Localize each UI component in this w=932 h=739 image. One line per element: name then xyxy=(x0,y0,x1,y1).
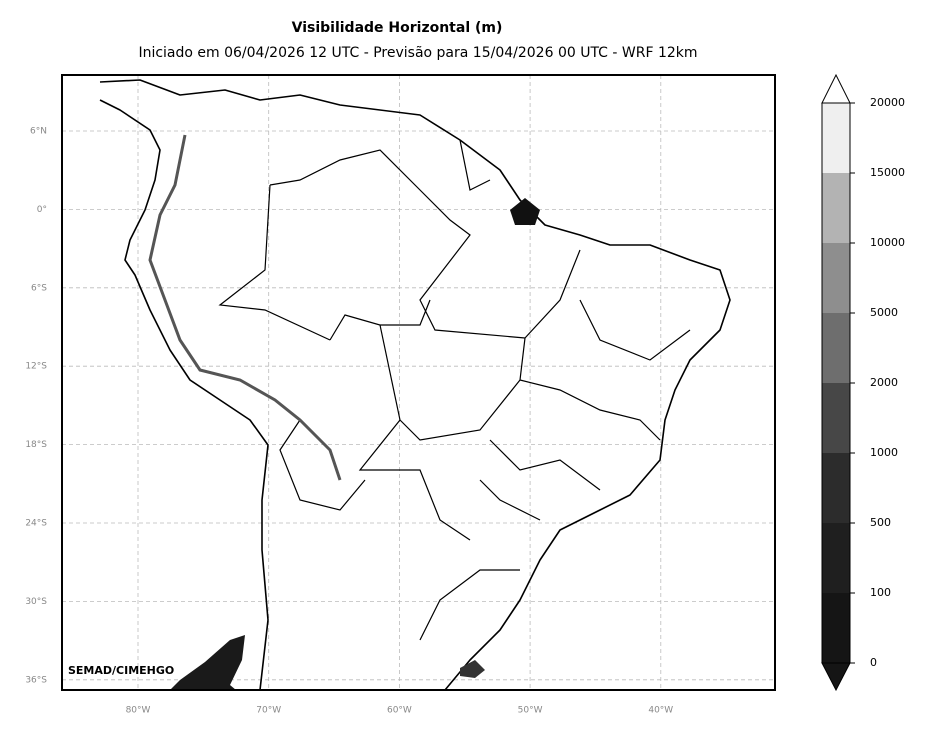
colorbar-tick-label: 5000 xyxy=(870,306,898,319)
lon-label: 40°W xyxy=(648,706,673,716)
fog-andes xyxy=(148,134,342,481)
colorbar-extend-low xyxy=(821,662,851,692)
map-frame xyxy=(61,74,776,691)
subtitle: Iniciado em 06/04/2026 12 UTC - Previsão… xyxy=(138,45,697,61)
lat-label: 18°S xyxy=(25,440,47,450)
fog-patagonia xyxy=(170,635,245,690)
colorbar-tick-label: 1000 xyxy=(870,446,898,459)
lat-label: 0° xyxy=(37,205,47,215)
lat-label: 30°S xyxy=(25,597,47,607)
colorbar-segment xyxy=(822,453,850,523)
lon-label: 80°W xyxy=(126,706,151,716)
lon-label: 70°W xyxy=(256,706,281,716)
colorbar-tick-label: 100 xyxy=(870,586,891,599)
graticule: 6°N 0° 6°S 12°S 18°S 24°S 30°S 36°S 80°W 70°W 60°W… xyxy=(25,75,775,716)
colorbar-tick-label: 2000 xyxy=(870,376,898,389)
colorbar-tick-label: 20000 xyxy=(870,96,905,109)
lat-label: 24°S xyxy=(25,519,47,529)
colorbar-extend-high xyxy=(821,73,851,104)
colorbar-segment xyxy=(822,383,850,453)
map-land xyxy=(99,79,731,691)
title: Visibilidade Horizontal (m) xyxy=(292,20,503,36)
lat-label: 12°S xyxy=(25,362,47,372)
colorbar-segment xyxy=(822,243,850,313)
fog-amazon-mouth xyxy=(510,198,540,225)
lat-label: 6°N xyxy=(30,127,47,137)
credit: SEMAD/CIMEHGO xyxy=(68,664,174,677)
lat-label: 6°S xyxy=(31,283,47,293)
colorbar-tick-label: 10000 xyxy=(870,236,905,249)
coastline xyxy=(99,79,731,691)
colorbar-tick-label: 15000 xyxy=(870,166,905,179)
colorbar-segment xyxy=(822,523,850,593)
colorbar-tick-label: 500 xyxy=(870,516,891,529)
lat-label: 36°S xyxy=(25,675,47,685)
colorbar-tick-label: 0 xyxy=(870,656,877,669)
colorbar-segment xyxy=(822,313,850,383)
fog-south xyxy=(460,660,485,678)
borders xyxy=(218,139,691,641)
colorbar-segment xyxy=(822,103,850,173)
colorbar-segment xyxy=(822,173,850,243)
lon-label: 50°W xyxy=(518,706,543,716)
lon-label: 60°W xyxy=(387,706,412,716)
colorbar: 0 100 500 1000 2000 5000 10000 15000 20000 xyxy=(821,73,905,692)
colorbar-segment xyxy=(822,593,850,663)
